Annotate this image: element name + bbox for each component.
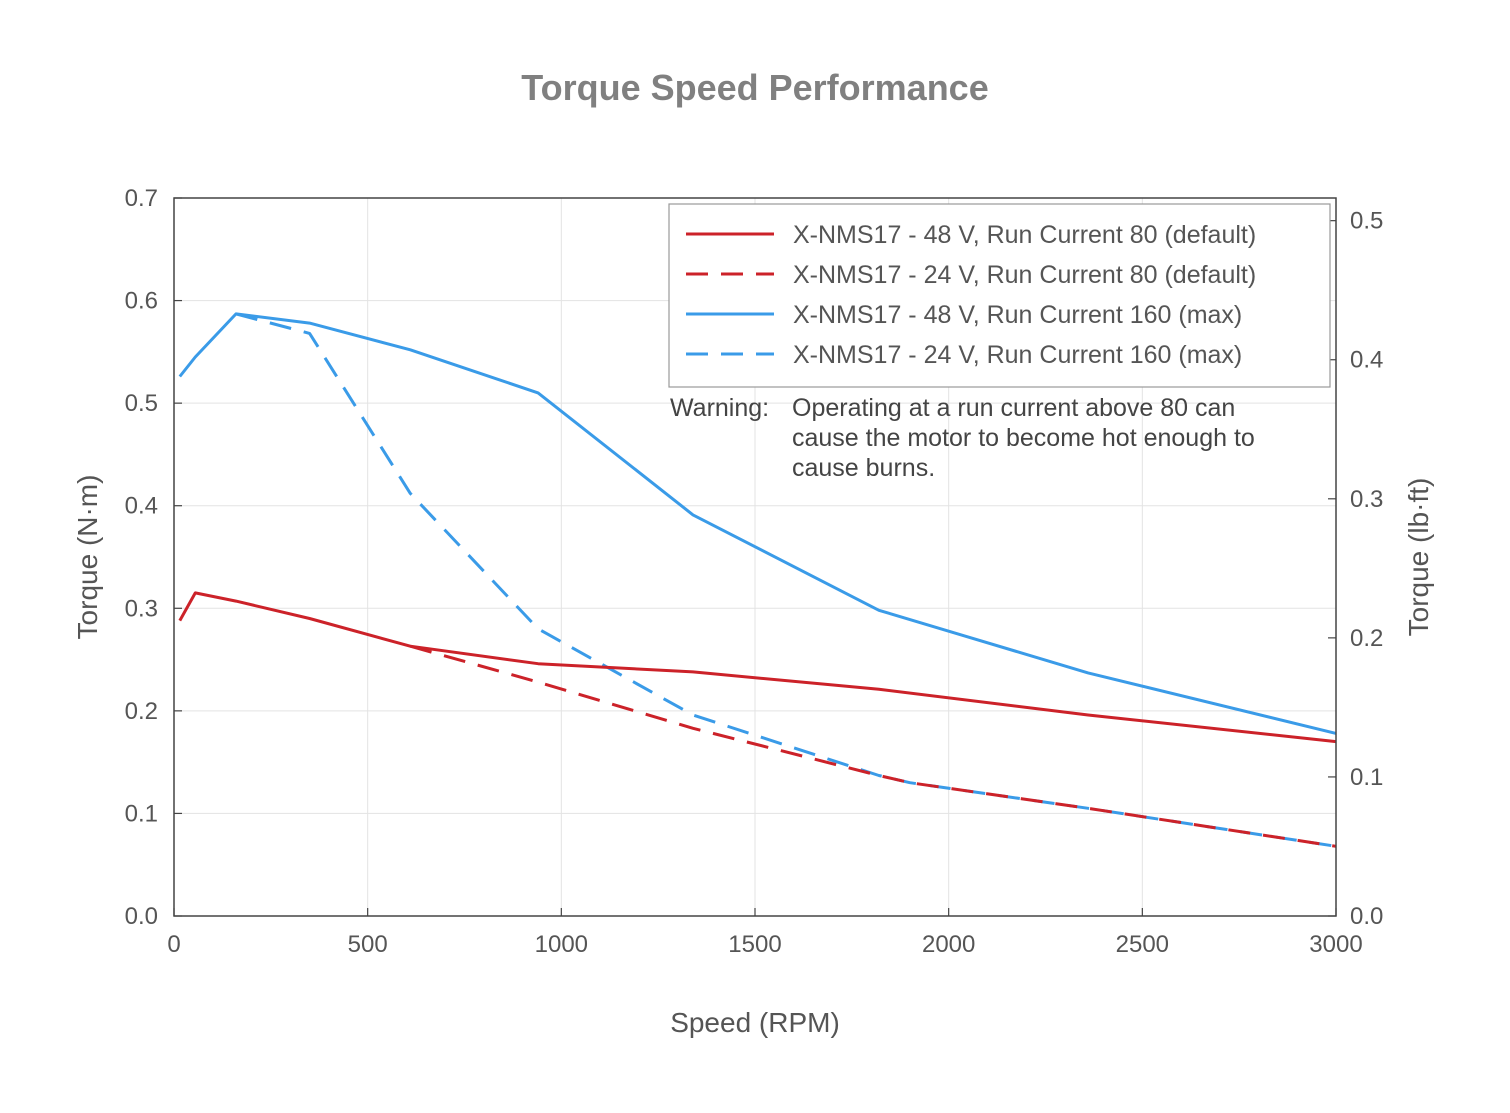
warning-separator: :	[762, 394, 769, 422]
warning-line-3: cause burns.	[792, 454, 935, 482]
y2-axis-label: Torque (lb·ft)	[1403, 478, 1434, 637]
y-tick-label: 0.2	[125, 698, 158, 725]
x-tick-label: 500	[348, 931, 388, 958]
y2-tick-label: 0.1	[1350, 764, 1383, 791]
x-tick-label: 3000	[1309, 931, 1362, 958]
series-line-3	[178, 312, 1337, 735]
legend-box	[668, 203, 1331, 388]
warning-label-text: Warning	[670, 394, 762, 422]
legend-label-3: X-NMS17 - 48 V, Run Current 160 (max)	[793, 301, 1242, 329]
y-axis-label: Torque (N·m)	[72, 475, 103, 640]
series-line-1	[178, 591, 1337, 744]
x-tick-label: 1000	[535, 931, 588, 958]
axis-ticks: 0 500 1000 1500 2000 2500 30000.00.10.20.30.40…	[125, 185, 1384, 958]
y-tick-label: 0.7	[125, 185, 158, 212]
chart-title: Torque Speed Performance	[521, 67, 988, 108]
warning-line-1: Operating at a run current above 80 can	[792, 394, 1235, 422]
x-tick-label: 0	[167, 931, 180, 958]
legend-label-1: X-NMS17 - 48 V, Run Current 80 (default)	[793, 221, 1256, 249]
y-tick-label: 0.6	[125, 288, 158, 315]
y2-tick-label: 0.3	[1350, 486, 1383, 513]
y2-tick-label: 0.4	[1350, 347, 1383, 374]
warning-line-2: cause the motor to become hot enough to	[792, 424, 1255, 452]
y-tick-label: 0.0	[125, 903, 158, 930]
series-layer	[178, 312, 1337, 848]
warning-label: Warning:	[670, 394, 769, 422]
x-axis-label: Speed (RPM)	[670, 1007, 840, 1038]
x-tick-label: 2500	[1116, 931, 1169, 958]
x-tick-label: 1500	[728, 931, 781, 958]
y2-tick-label: 0.2	[1350, 625, 1383, 652]
legend-label-2: X-NMS17 - 24 V, Run Current 80 (default)	[793, 261, 1256, 289]
y2-tick-label: 0.5	[1350, 208, 1383, 235]
legend: X-NMS17 - 48 V, Run Current 80 (default)…	[668, 203, 1331, 388]
y2-tick-label: 0.0	[1350, 903, 1383, 930]
warning-annotation: Warning: Operating at a run current abov…	[670, 394, 1255, 482]
legend-label-4: X-NMS17 - 24 V, Run Current 160 (max)	[793, 341, 1242, 369]
y-tick-label: 0.4	[125, 493, 158, 520]
x-tick-label: 2000	[922, 931, 975, 958]
series-line-2	[409, 644, 1337, 848]
y-tick-label: 0.3	[125, 595, 158, 622]
y-tick-label: 0.1	[125, 800, 158, 827]
y-tick-label: 0.5	[125, 390, 158, 417]
